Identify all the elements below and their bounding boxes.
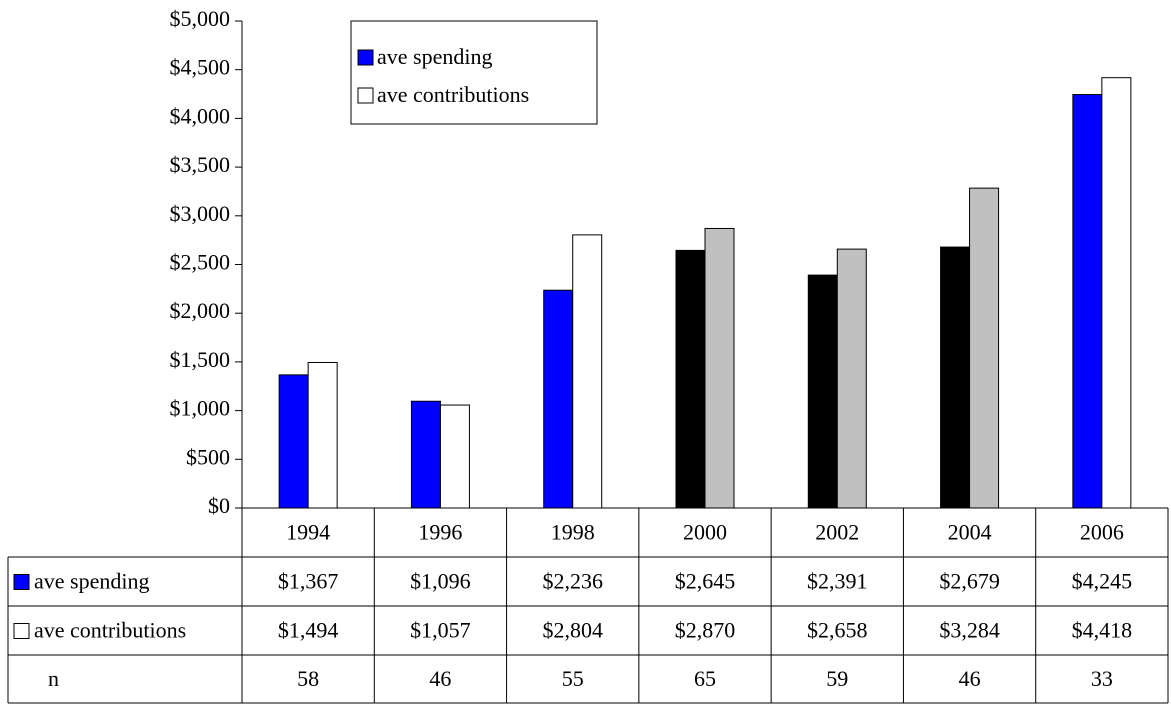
table-value: 59	[826, 666, 848, 691]
table-value: $2,804	[542, 618, 603, 643]
x-tick-label: 1998	[551, 520, 595, 545]
y-tick-label: $2,500	[170, 250, 231, 275]
y-tick-label: $500	[186, 444, 230, 469]
bar	[969, 187, 1000, 509]
y-tick-label: $0	[208, 493, 230, 518]
legend-box	[350, 20, 598, 125]
bar	[675, 249, 706, 509]
y-tick-label: $3,500	[170, 152, 231, 177]
bar	[307, 361, 338, 509]
table-value: $2,391	[807, 569, 868, 594]
bar	[439, 404, 470, 509]
table-row-label: ave spending	[34, 569, 149, 594]
y-tick-label: $1,500	[170, 347, 231, 372]
bar	[940, 246, 971, 509]
y-tick-label: $4,000	[170, 103, 231, 128]
table-value: $2,870	[675, 618, 736, 643]
table-row-label: n	[48, 666, 59, 691]
x-tick-label: 2000	[683, 520, 727, 545]
bar	[278, 374, 309, 509]
legend-label: ave contributions	[377, 82, 529, 107]
x-tick-label: 2004	[948, 520, 992, 545]
bar	[704, 227, 735, 509]
table-value: 58	[297, 666, 319, 691]
y-tick-label: $1,000	[170, 396, 231, 421]
y-tick-label: $5,000	[170, 6, 231, 31]
table-value: $1,367	[278, 569, 339, 594]
legend-key	[357, 87, 374, 104]
y-tick-label: $4,500	[170, 55, 231, 80]
table-value: $2,658	[807, 618, 868, 643]
table-value: $4,418	[1072, 618, 1133, 643]
bar	[1101, 77, 1132, 509]
table-value: 46	[959, 666, 981, 691]
table-value: 65	[694, 666, 716, 691]
x-tick-label: 1994	[286, 520, 330, 545]
table-value: $4,245	[1072, 569, 1133, 594]
table-legend-key	[13, 574, 30, 590]
y-tick-label: $2,000	[170, 298, 231, 323]
table-value: $2,236	[542, 569, 603, 594]
table-value: $2,679	[939, 569, 1000, 594]
table-value: $1,096	[410, 569, 471, 594]
bar	[410, 400, 441, 509]
table-value: $1,494	[278, 618, 339, 643]
bar	[543, 289, 574, 509]
x-tick-label: 1996	[418, 520, 462, 545]
legend-key	[357, 49, 374, 66]
table-value: $1,057	[410, 618, 471, 643]
table-legend-key	[13, 623, 30, 639]
bar	[836, 248, 867, 509]
y-tick-label: $3,000	[170, 201, 231, 226]
table-value: 46	[429, 666, 451, 691]
x-tick-label: 2006	[1080, 520, 1124, 545]
table-value: $3,284	[939, 618, 1000, 643]
table-value: 55	[562, 666, 584, 691]
table-row-label: ave contributions	[34, 618, 186, 643]
bar	[1072, 94, 1103, 509]
x-tick-label: 2002	[815, 520, 859, 545]
bar	[807, 274, 838, 509]
table-value: $2,645	[675, 569, 736, 594]
table-value: 33	[1091, 666, 1113, 691]
legend-label: ave spending	[377, 44, 492, 69]
bar	[572, 234, 603, 509]
